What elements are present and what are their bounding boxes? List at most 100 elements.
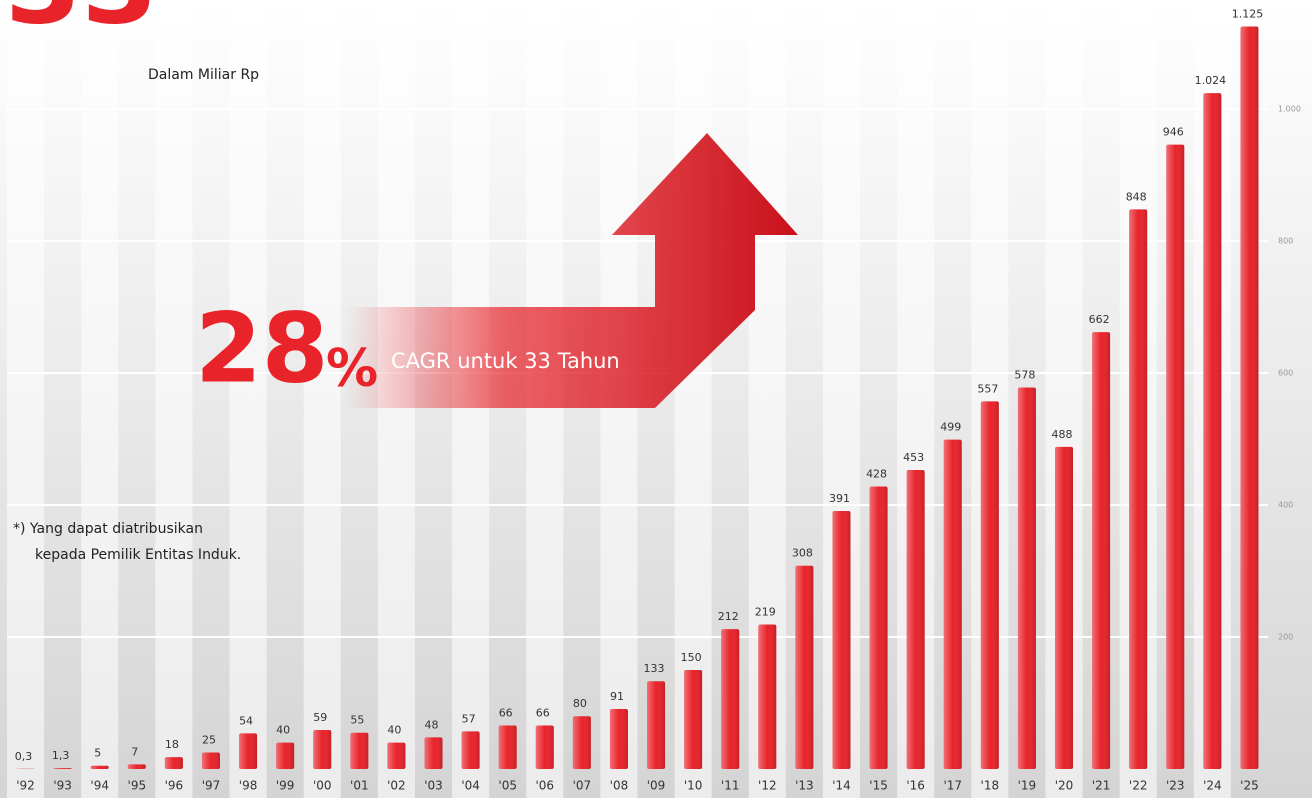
y-tick-label: 600 xyxy=(1278,369,1293,378)
value-label: 428 xyxy=(866,468,887,481)
x-tick-label: '16 xyxy=(906,779,925,793)
value-label: 212 xyxy=(718,610,739,623)
bar xyxy=(91,766,109,769)
bar xyxy=(647,681,665,769)
bar xyxy=(462,731,480,769)
bar xyxy=(870,487,888,769)
x-tick-label: '92 xyxy=(16,779,35,793)
x-tick-label: '11 xyxy=(721,779,740,793)
value-label: 66 xyxy=(499,706,513,719)
value-label: 578 xyxy=(1014,369,1035,382)
footnote: *) Yang dapat diatribusikan xyxy=(13,521,203,537)
x-tick-label: '95 xyxy=(128,779,147,793)
value-label: 7 xyxy=(131,745,138,758)
x-tick-label: '20 xyxy=(1055,779,1074,793)
x-tick-label: '17 xyxy=(943,779,962,793)
x-tick-label: '23 xyxy=(1166,779,1185,793)
x-tick-label: '94 xyxy=(90,779,109,793)
value-label: 55 xyxy=(350,714,364,727)
bar xyxy=(1240,27,1258,770)
value-label: 25 xyxy=(202,734,216,747)
bar xyxy=(1203,93,1221,769)
value-label: 57 xyxy=(462,712,476,725)
bar xyxy=(758,624,776,769)
bar xyxy=(1166,145,1184,769)
value-label: 1.125 xyxy=(1232,8,1264,21)
x-tick-label: '15 xyxy=(869,779,888,793)
value-label: 40 xyxy=(387,724,401,737)
bar xyxy=(387,743,405,769)
x-tick-label: '97 xyxy=(202,779,221,793)
value-label: 499 xyxy=(940,421,961,434)
x-tick-label: '14 xyxy=(832,779,851,793)
y-tick-label: 400 xyxy=(1278,501,1293,510)
bar xyxy=(499,725,517,769)
bar xyxy=(425,737,443,769)
bar xyxy=(573,716,591,769)
chart-title: 33 xyxy=(5,0,158,48)
x-tick-label: '13 xyxy=(795,779,814,793)
x-tick-label: '96 xyxy=(165,779,184,793)
value-label: 219 xyxy=(755,605,776,618)
page: 2004006008001.000 33 Dalam Miliar Rp 28 … xyxy=(0,0,1312,798)
value-label: 1,3 xyxy=(52,749,70,762)
bar xyxy=(721,629,739,769)
value-label: 48 xyxy=(425,718,439,731)
bar xyxy=(610,709,628,769)
x-tick-label: '98 xyxy=(239,779,258,793)
x-tick-label: '10 xyxy=(684,779,703,793)
x-tick-label: '12 xyxy=(758,779,777,793)
x-tick-label: '25 xyxy=(1240,779,1259,793)
bar xyxy=(202,753,220,770)
value-label: 59 xyxy=(313,711,327,724)
bar xyxy=(313,730,331,769)
cagr-number: 28 xyxy=(195,292,329,404)
value-label: 40 xyxy=(276,724,290,737)
value-label: 946 xyxy=(1163,126,1184,139)
bar xyxy=(1092,332,1110,769)
stripe xyxy=(155,0,192,798)
x-tick-label: '99 xyxy=(276,779,295,793)
value-label: 308 xyxy=(792,547,813,560)
value-label: 848 xyxy=(1126,190,1147,203)
value-label: 1.024 xyxy=(1195,74,1227,87)
value-label: 557 xyxy=(977,382,998,395)
stripe xyxy=(7,0,44,798)
bar xyxy=(54,768,72,769)
value-label: 133 xyxy=(644,662,665,675)
bar xyxy=(239,733,257,769)
y-tick-label: 1.000 xyxy=(1278,105,1301,114)
chart: 2004006008001.000 33 Dalam Miliar Rp 28 … xyxy=(0,0,1312,798)
x-tick-label: '22 xyxy=(1129,779,1148,793)
x-tick-label: '03 xyxy=(424,779,443,793)
bar xyxy=(684,670,702,769)
bar xyxy=(832,511,850,769)
x-tick-label: '93 xyxy=(53,779,72,793)
y-tick-label: 200 xyxy=(1278,633,1293,642)
bar xyxy=(128,764,146,769)
x-tick-label: '07 xyxy=(573,779,592,793)
value-label: 54 xyxy=(239,714,253,727)
cagr-unit: % xyxy=(326,339,378,399)
bar xyxy=(1018,388,1036,769)
value-label: 5 xyxy=(94,747,101,760)
value-label: 150 xyxy=(681,651,702,664)
x-tick-label: '24 xyxy=(1203,779,1222,793)
bar xyxy=(944,440,962,769)
footnote: kepada Pemilik Entitas Induk. xyxy=(35,547,241,563)
x-tick-label: '18 xyxy=(981,779,1000,793)
bar xyxy=(1129,209,1147,769)
cagr-text: CAGR untuk 33 Tahun xyxy=(391,349,620,373)
bar xyxy=(276,743,294,769)
x-tick-label: '08 xyxy=(610,779,629,793)
value-label: 391 xyxy=(829,492,850,505)
x-tick-label: '09 xyxy=(647,779,666,793)
x-tick-label: '19 xyxy=(1018,779,1037,793)
x-tick-label: '21 xyxy=(1092,779,1111,793)
bar xyxy=(165,757,183,769)
x-tick-label: '02 xyxy=(387,779,406,793)
bar xyxy=(1055,447,1073,769)
bar xyxy=(536,725,554,769)
value-label: 18 xyxy=(165,738,179,751)
x-tick-label: '00 xyxy=(313,779,332,793)
